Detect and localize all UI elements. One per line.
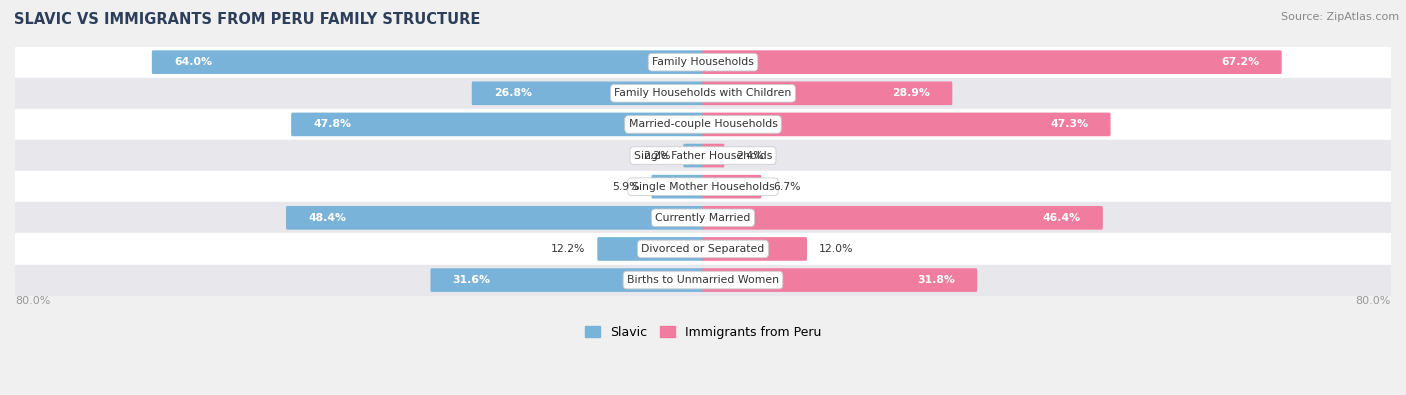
Bar <box>15 265 1391 295</box>
FancyBboxPatch shape <box>651 175 704 199</box>
Bar <box>15 202 1391 233</box>
Text: 48.4%: 48.4% <box>308 213 346 223</box>
Text: Married-couple Households: Married-couple Households <box>628 119 778 130</box>
FancyBboxPatch shape <box>702 113 1111 136</box>
Text: Single Father Households: Single Father Households <box>634 150 772 160</box>
Text: 47.8%: 47.8% <box>314 119 352 130</box>
Text: 2.4%: 2.4% <box>737 150 763 160</box>
Text: 31.6%: 31.6% <box>453 275 491 285</box>
Bar <box>15 47 1391 78</box>
Bar <box>15 171 1391 202</box>
Bar <box>15 233 1391 265</box>
Text: 5.9%: 5.9% <box>612 182 640 192</box>
FancyBboxPatch shape <box>472 81 704 105</box>
Text: 2.2%: 2.2% <box>644 150 671 160</box>
Text: Births to Unmarried Women: Births to Unmarried Women <box>627 275 779 285</box>
Text: Currently Married: Currently Married <box>655 213 751 223</box>
Text: 12.0%: 12.0% <box>820 244 853 254</box>
Text: SLAVIC VS IMMIGRANTS FROM PERU FAMILY STRUCTURE: SLAVIC VS IMMIGRANTS FROM PERU FAMILY ST… <box>14 12 481 27</box>
FancyBboxPatch shape <box>683 144 704 167</box>
Text: 80.0%: 80.0% <box>15 296 51 306</box>
FancyBboxPatch shape <box>702 50 1282 74</box>
FancyBboxPatch shape <box>702 206 1102 229</box>
Text: 6.7%: 6.7% <box>773 182 801 192</box>
FancyBboxPatch shape <box>702 81 952 105</box>
Text: 47.3%: 47.3% <box>1050 119 1088 130</box>
FancyBboxPatch shape <box>291 113 704 136</box>
Bar <box>15 109 1391 140</box>
Text: 46.4%: 46.4% <box>1042 213 1081 223</box>
Text: 67.2%: 67.2% <box>1222 57 1260 67</box>
Text: 26.8%: 26.8% <box>494 88 531 98</box>
Text: Source: ZipAtlas.com: Source: ZipAtlas.com <box>1281 12 1399 22</box>
Text: 28.9%: 28.9% <box>893 88 929 98</box>
Text: Single Mother Households: Single Mother Households <box>631 182 775 192</box>
FancyBboxPatch shape <box>285 206 704 229</box>
FancyBboxPatch shape <box>430 268 704 292</box>
FancyBboxPatch shape <box>702 268 977 292</box>
FancyBboxPatch shape <box>702 237 807 261</box>
Bar <box>15 140 1391 171</box>
Bar <box>15 78 1391 109</box>
Legend: Slavic, Immigrants from Peru: Slavic, Immigrants from Peru <box>581 321 825 344</box>
Text: 80.0%: 80.0% <box>1355 296 1391 306</box>
Text: 64.0%: 64.0% <box>174 57 212 67</box>
Text: Divorced or Separated: Divorced or Separated <box>641 244 765 254</box>
FancyBboxPatch shape <box>598 237 704 261</box>
FancyBboxPatch shape <box>702 175 762 199</box>
Text: Family Households with Children: Family Households with Children <box>614 88 792 98</box>
FancyBboxPatch shape <box>152 50 704 74</box>
Text: Family Households: Family Households <box>652 57 754 67</box>
Text: 12.2%: 12.2% <box>551 244 585 254</box>
FancyBboxPatch shape <box>702 144 724 167</box>
Text: 31.8%: 31.8% <box>917 275 955 285</box>
